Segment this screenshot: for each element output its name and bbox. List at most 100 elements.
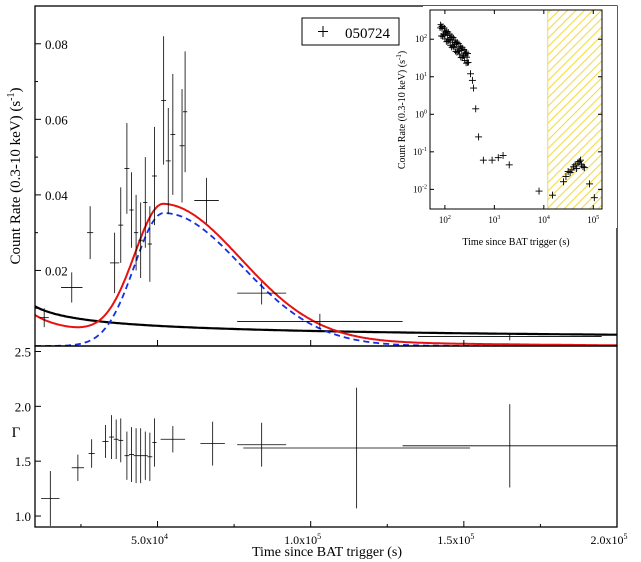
inset-point bbox=[562, 173, 570, 181]
top-data-points bbox=[39, 36, 602, 341]
inset-y-tick-label: 10-1 bbox=[413, 147, 427, 157]
inset-point bbox=[455, 40, 462, 47]
data-point bbox=[110, 232, 120, 294]
inset-x-tick-label: 104 bbox=[538, 215, 550, 225]
gamma-point bbox=[243, 387, 470, 509]
inset-point bbox=[462, 50, 469, 57]
data-point bbox=[179, 89, 185, 203]
inset-data-points bbox=[437, 21, 598, 202]
inset-point bbox=[590, 194, 598, 202]
gamma-point bbox=[402, 404, 617, 488]
x-tick-label: 1.0x105 bbox=[284, 532, 321, 547]
gamma-point bbox=[200, 421, 225, 466]
inset-point bbox=[441, 24, 448, 31]
inset-point bbox=[580, 164, 588, 172]
data-point bbox=[147, 206, 153, 282]
data-point bbox=[118, 187, 124, 263]
inset-point bbox=[494, 154, 502, 162]
y-tick-label: 2.0 bbox=[15, 399, 31, 414]
inset-point bbox=[479, 156, 487, 164]
inset-point bbox=[549, 191, 557, 199]
inset-point bbox=[439, 23, 446, 30]
gamma-point bbox=[102, 424, 109, 458]
y-tick-label: 0.08 bbox=[45, 37, 68, 52]
inset-point bbox=[499, 151, 507, 159]
inset-point bbox=[560, 178, 568, 186]
inset-point bbox=[465, 50, 472, 57]
bottom-frame bbox=[34, 345, 618, 528]
data-point bbox=[143, 157, 148, 248]
gamma-point bbox=[237, 422, 287, 467]
inset-point bbox=[463, 49, 470, 56]
inset-point bbox=[573, 164, 581, 172]
data-point bbox=[39, 308, 49, 328]
inset-point bbox=[464, 54, 471, 61]
y-tick-label: 1.5 bbox=[15, 454, 31, 469]
inset-point bbox=[586, 180, 594, 188]
inset-point bbox=[475, 133, 483, 141]
inset-point bbox=[441, 35, 448, 42]
data-point bbox=[170, 74, 176, 195]
data-point bbox=[182, 51, 188, 173]
top-y-ticks: 0.02 0.04 0.06 0.08 bbox=[35, 37, 68, 309]
gamma-point bbox=[160, 426, 186, 453]
inset-point bbox=[579, 163, 587, 171]
data-point bbox=[61, 272, 83, 303]
gamma-point bbox=[41, 471, 60, 526]
x-tick-label: 2.0x105 bbox=[591, 532, 628, 547]
inset-y-tick-label: 100 bbox=[415, 109, 427, 119]
bottom-panel: 1.0 1.5 2.0 2.5 5.0x104 1.0x105 1.5x105 2.0x10… bbox=[12, 340, 628, 560]
gamma-point bbox=[124, 431, 130, 480]
data-point bbox=[165, 108, 171, 214]
bottom-y-axis-label: Γ bbox=[12, 425, 21, 441]
inset-point bbox=[468, 76, 476, 84]
gamma-point bbox=[113, 419, 119, 459]
data-point bbox=[417, 332, 602, 341]
gamma-point bbox=[129, 427, 134, 483]
inset-point bbox=[456, 51, 463, 58]
legend-label: 050724 bbox=[345, 26, 391, 42]
y-tick-label: 0.06 bbox=[45, 112, 68, 127]
inset-y-tick-label: 10-2 bbox=[413, 184, 427, 194]
top-y-axis-label: Count Rate (0.3-10 keV) (s-1) bbox=[6, 87, 24, 264]
y-tick-label: 1.0 bbox=[15, 509, 31, 524]
x-tick-label: 1.5x105 bbox=[437, 532, 474, 547]
inset-y-axis-label: Count Rate (0.3-10 keV) (s-1) bbox=[395, 51, 408, 169]
data-point bbox=[237, 313, 403, 329]
inset-x-tick-label: 102 bbox=[439, 215, 451, 225]
gamma-point bbox=[118, 418, 124, 463]
data-point bbox=[129, 172, 134, 248]
y-tick-label: 2.5 bbox=[15, 344, 31, 359]
inset-y-tick-label: 102 bbox=[415, 34, 427, 44]
gamma-point bbox=[147, 432, 153, 481]
data-point bbox=[161, 36, 167, 165]
inset-point bbox=[535, 187, 543, 195]
inset-x-tick-label: 103 bbox=[488, 215, 500, 225]
inset-point bbox=[461, 46, 468, 53]
inset-point bbox=[451, 44, 458, 51]
legend: 050724 bbox=[301, 17, 400, 46]
inset-point bbox=[488, 156, 496, 164]
inset-point bbox=[454, 39, 461, 46]
gamma-point bbox=[88, 439, 95, 468]
inset-point bbox=[445, 37, 452, 44]
inset-point bbox=[472, 105, 480, 113]
inset-point bbox=[571, 161, 579, 169]
bottom-x-ticks: 5.0x104 1.0x105 1.5x105 2.0x105 bbox=[80, 340, 628, 547]
inset-point bbox=[465, 59, 472, 66]
data-point bbox=[194, 177, 219, 224]
inset-shaded-region bbox=[547, 9, 603, 210]
total-model-curve bbox=[35, 202, 617, 346]
gamma-point bbox=[142, 431, 148, 480]
data-point bbox=[133, 194, 139, 271]
inset-panel: 102 103 104 105 10-2 10-1 100 101 102 Time since… bbox=[395, 6, 617, 248]
data-point bbox=[152, 126, 157, 226]
inset-x-tick-label: 105 bbox=[587, 215, 599, 225]
inset-point bbox=[449, 33, 456, 40]
x-tick-label: 5.0x104 bbox=[131, 532, 168, 547]
inset-point bbox=[446, 30, 453, 37]
y-tick-label: 0.04 bbox=[45, 188, 68, 203]
gamma-point bbox=[133, 428, 139, 484]
gamma-point bbox=[138, 428, 144, 484]
